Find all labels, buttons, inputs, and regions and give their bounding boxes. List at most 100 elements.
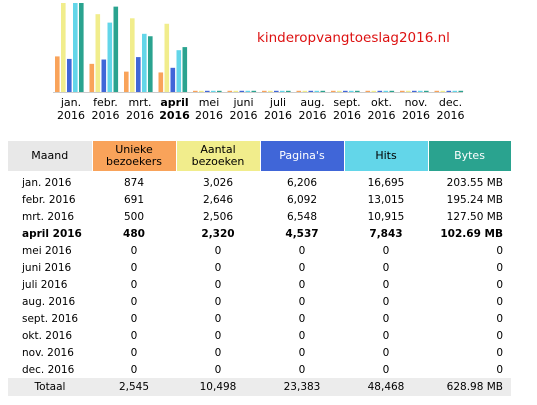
cell-hits: 0 xyxy=(382,329,390,342)
bar-bytes xyxy=(79,3,84,92)
table-row: april 2016 480 2,320 4,537 7,843 102.69 MB xyxy=(8,225,511,242)
cell-visits: 0 xyxy=(214,244,222,257)
bar-visits xyxy=(302,90,308,92)
cell-hits: 7,843 xyxy=(369,227,403,240)
cell-bytes: 203.55 MB xyxy=(446,176,503,189)
total-visitors: 2,545 xyxy=(92,378,176,396)
site-title: kinderopvangtoeslag2016.nl xyxy=(257,30,450,46)
chart-month-label: april 2016 xyxy=(159,96,190,122)
cell-visits: 0 xyxy=(214,363,222,376)
bar-hits xyxy=(245,90,251,92)
cell-month: dec. 2016 xyxy=(22,363,75,376)
bar-pages xyxy=(308,90,314,92)
cell-visitors: 0 xyxy=(130,244,138,257)
cell-visitors: 0 xyxy=(130,312,138,325)
cell-hits: 10,915 xyxy=(367,210,405,223)
cell-month: juli 2016 xyxy=(22,278,68,291)
bar-visits xyxy=(61,3,66,92)
cell-month: febr. 2016 xyxy=(22,193,76,206)
bar-bytes xyxy=(148,36,153,92)
cell-visitors: 0 xyxy=(130,278,138,291)
bar-bytes xyxy=(217,90,222,92)
total-month: Totaal xyxy=(8,378,92,396)
bar-visitors xyxy=(296,90,302,92)
bar-hits xyxy=(73,3,78,92)
bar-visitors xyxy=(400,90,405,92)
header-hits: Hits xyxy=(344,141,429,171)
cell-bytes: 0 xyxy=(496,278,503,291)
bar-hits xyxy=(280,90,285,92)
cell-month: aug. 2016 xyxy=(22,295,76,308)
bar-hits xyxy=(142,33,147,92)
cell-visitors: 0 xyxy=(130,295,138,308)
total-visits: 10,498 xyxy=(176,378,260,396)
cell-visits: 0 xyxy=(214,329,222,342)
cell-visits: 0 xyxy=(214,312,222,325)
cell-bytes: 127.50 MB xyxy=(446,210,503,223)
bar-visitors xyxy=(262,90,267,92)
chart-month-label: juli 2016 xyxy=(264,96,292,122)
header-unique-visitors: Unieke bezoekers xyxy=(92,141,177,171)
cell-month: sept. 2016 xyxy=(22,312,79,325)
bar-visitors xyxy=(193,90,198,92)
bar-pages xyxy=(205,90,210,92)
header-month: Maand xyxy=(8,141,93,171)
bar-bytes xyxy=(389,90,395,92)
cell-hits: 0 xyxy=(382,278,390,291)
cell-hits: 0 xyxy=(382,244,390,257)
cell-pages: 0 xyxy=(298,278,306,291)
table-header-row: Maand Unieke bezoekers Aantal bezoeken Pag… xyxy=(8,141,512,171)
bar-bytes xyxy=(355,90,360,92)
bar-pages xyxy=(101,59,107,92)
table-row: aug. 2016 0 0 0 0 0 xyxy=(8,293,511,310)
table-row: okt. 2016 0 0 0 0 0 xyxy=(8,327,511,344)
cell-month: okt. 2016 xyxy=(22,329,73,342)
bar-visits xyxy=(199,90,204,92)
table-row: juli 2016 0 0 0 0 0 xyxy=(8,276,511,293)
cell-pages: 6,092 xyxy=(286,193,318,206)
bar-pages xyxy=(136,57,141,92)
monthly-history-chart xyxy=(53,3,464,93)
bar-visits xyxy=(164,23,170,92)
bar-visitors xyxy=(124,71,129,92)
bar-visits xyxy=(95,14,101,93)
bar-visits xyxy=(371,90,377,92)
table-row: nov. 2016 0 0 0 0 0 xyxy=(8,344,511,361)
cell-bytes: 0 xyxy=(496,261,503,274)
chart-month-label: mei 2016 xyxy=(195,96,223,122)
cell-visits: 2,320 xyxy=(201,227,235,240)
bar-bytes xyxy=(113,6,119,93)
bar-visitors xyxy=(227,90,233,92)
cell-hits: 0 xyxy=(382,312,390,325)
cell-pages: 0 xyxy=(298,244,306,257)
table-row: sept. 2016 0 0 0 0 0 xyxy=(8,310,511,327)
cell-pages: 0 xyxy=(298,346,306,359)
table-total-row: Totaal 2,545 10,498 23,383 48,468 628.98 MB xyxy=(8,378,511,396)
bar-visits xyxy=(406,90,411,92)
bar-hits xyxy=(176,50,182,92)
cell-pages: 0 xyxy=(298,312,306,325)
bar-bytes xyxy=(182,47,188,92)
cell-bytes: 0 xyxy=(496,312,503,325)
cell-visitors: 691 xyxy=(123,193,145,206)
bar-visitors xyxy=(331,90,336,92)
total-hits: 48,468 xyxy=(344,378,428,396)
cell-hits: 0 xyxy=(382,261,390,274)
cell-visits: 0 xyxy=(214,261,222,274)
cell-hits: 0 xyxy=(382,346,390,359)
cell-visits: 0 xyxy=(214,346,222,359)
bar-pages xyxy=(274,90,279,92)
cell-pages: 0 xyxy=(298,295,306,308)
bar-visitors xyxy=(365,90,371,92)
bar-visitors xyxy=(55,56,60,92)
chart-month-label: jan. 2016 xyxy=(57,96,85,122)
total-pages: 23,383 xyxy=(260,378,344,396)
chart-month-label: nov. 2016 xyxy=(402,96,430,122)
chart-month-label: mrt. 2016 xyxy=(126,96,154,122)
cell-visits: 2,646 xyxy=(202,193,234,206)
bar-bytes xyxy=(320,90,326,92)
cell-bytes: 102.69 MB xyxy=(440,227,503,240)
bar-pages xyxy=(239,90,245,92)
monthly-stats-table: Maand Unieke bezoekers Aantal bezoeken Pag… xyxy=(8,141,512,396)
cell-visitors: 500 xyxy=(123,210,145,223)
